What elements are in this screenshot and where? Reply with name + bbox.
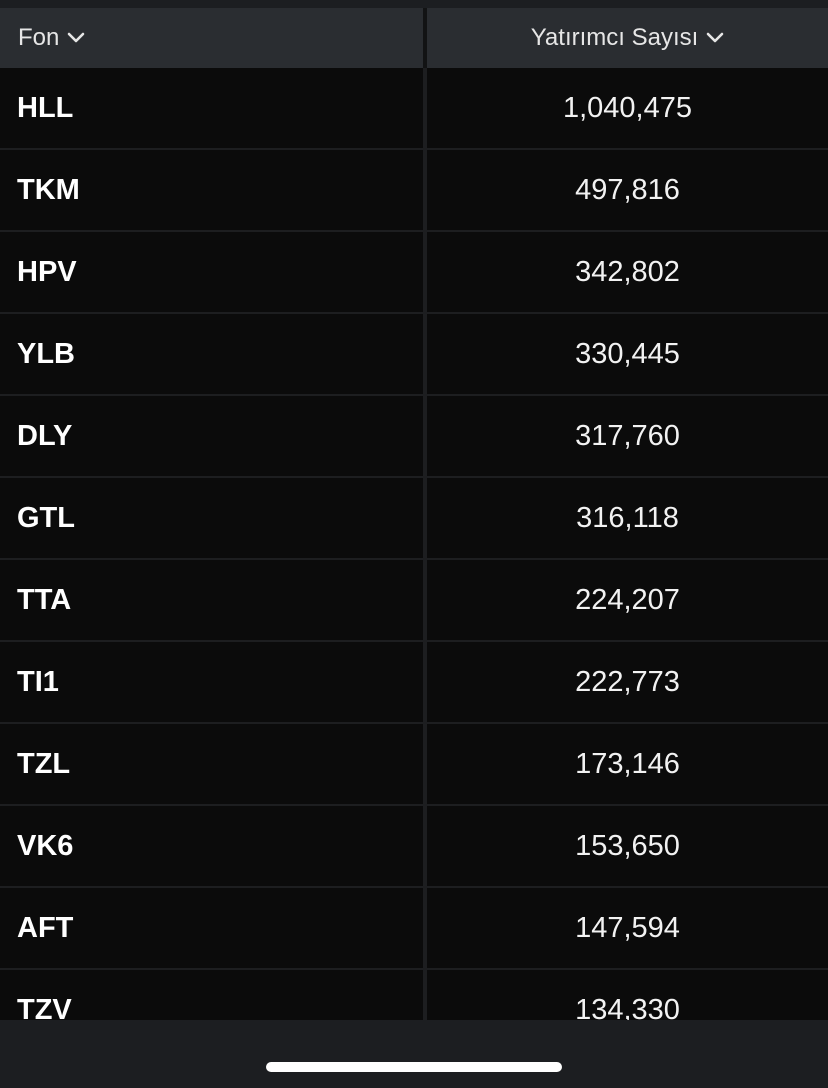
fund-code: HLL [17, 92, 74, 124]
table-row[interactable]: HPV 342,802 [0, 232, 828, 314]
investor-count: 224,207 [575, 584, 680, 616]
investor-count: 330,445 [575, 338, 680, 370]
fund-code: TZL [17, 748, 71, 780]
investor-count: 316,118 [576, 502, 679, 534]
column-divider [423, 68, 427, 1020]
fund-code: HPV [17, 256, 77, 288]
table-row[interactable]: HLL 1,040,475 [0, 68, 828, 150]
status-strip [0, 0, 828, 8]
table-row[interactable]: TZL 173,146 [0, 724, 828, 806]
fund-code: YLB [17, 338, 75, 370]
fund-code: TKM [17, 174, 80, 206]
fund-code: TZV [17, 994, 72, 1020]
fund-code: VK6 [17, 830, 74, 862]
table-row[interactable]: DLY 317,760 [0, 396, 828, 478]
header-cell[interactable]: Yatırımcı Sayısı [427, 8, 828, 68]
investor-count: 497,816 [575, 174, 680, 206]
fund-code: DLY [17, 420, 73, 452]
home-indicator[interactable] [266, 1062, 562, 1072]
fund-code: TI1 [17, 666, 59, 698]
investor-count: 222,773 [575, 666, 680, 698]
table-body: HLL 1,040,475 TKM 497,816 HPV 342,802 YLB 330,4… [0, 68, 828, 1020]
header-cell[interactable]: Fon [0, 8, 423, 68]
investor-count: 342,802 [575, 256, 680, 288]
investor-count: 173,146 [575, 748, 680, 780]
table-row[interactable]: AFT 147,594 [0, 888, 828, 970]
table-row[interactable]: YLB 330,445 [0, 314, 828, 396]
table-row[interactable]: VK6 153,650 [0, 806, 828, 888]
table-row[interactable]: TZV 134,330 [0, 970, 828, 1020]
fund-code: TTA [17, 584, 72, 616]
table-row[interactable]: GTL 316,118 [0, 478, 828, 560]
investor-count: 147,594 [575, 912, 680, 944]
sort-chevron [68, 32, 85, 43]
investor-count: 317,760 [575, 420, 680, 452]
table-row[interactable]: TI1 222,773 [0, 642, 828, 724]
investor-count: 134,330 [575, 994, 680, 1020]
investor-count: 1,040,475 [562, 92, 692, 124]
bottom-bar [0, 1020, 828, 1088]
fund-code: AFT [17, 912, 74, 944]
table-header: Fon Yatırımcı Sayısı [0, 8, 828, 68]
investor-count: 153,650 [575, 830, 680, 862]
header-label: Yatırımcı Sayısı [530, 24, 699, 51]
sort-chevron [706, 32, 724, 43]
header-label: Fon [18, 24, 60, 51]
fund-code: GTL [17, 502, 75, 534]
table-row[interactable]: TTA 224,207 [0, 560, 828, 642]
table-row[interactable]: TKM 497,816 [0, 150, 828, 232]
